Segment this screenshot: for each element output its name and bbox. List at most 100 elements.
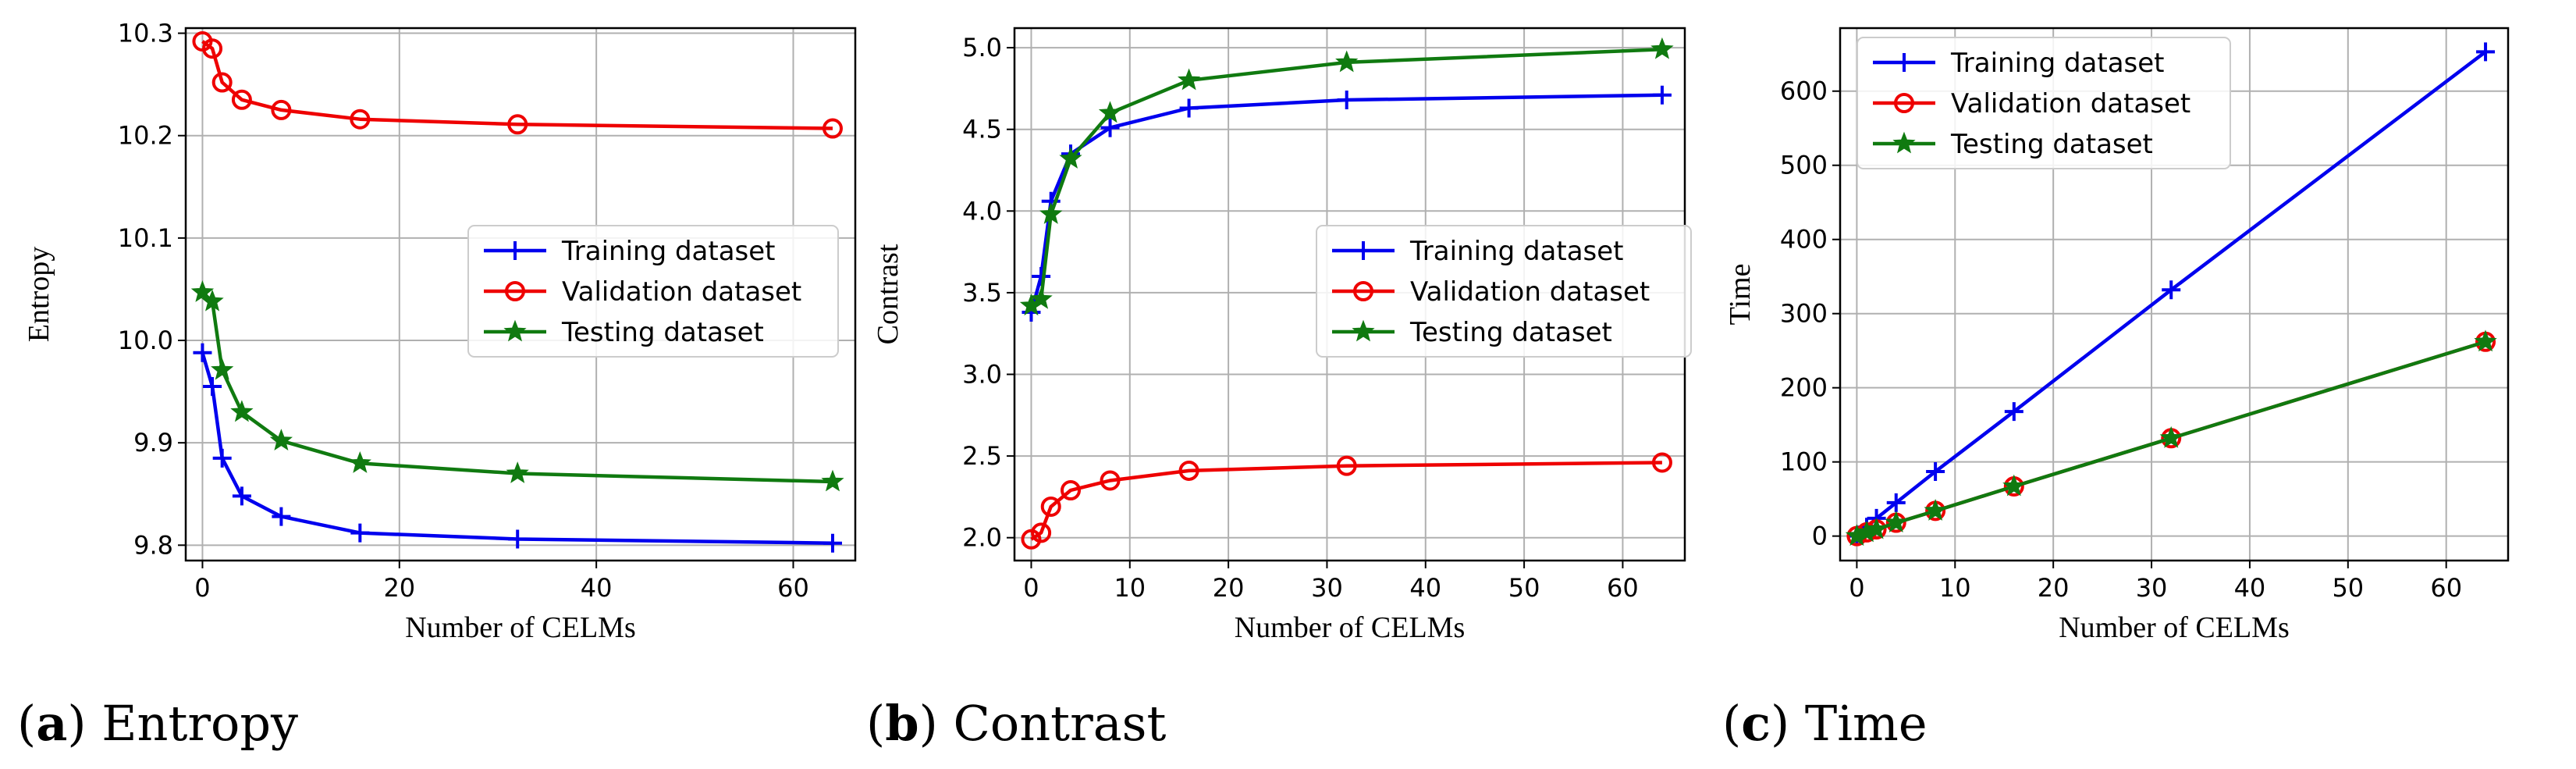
data-point-training — [350, 523, 370, 543]
x-tick-label: 40 — [2234, 573, 2266, 603]
data-point-training — [1032, 266, 1051, 286]
caption-letter: a — [36, 695, 67, 752]
x-tick-label: 10 — [1939, 573, 1971, 603]
data-point-training — [1100, 118, 1120, 137]
caption-letter: b — [885, 695, 918, 752]
x-tick-label: 0 — [194, 573, 210, 603]
series-line-validation — [201, 40, 833, 130]
data-point-validation — [1178, 460, 1199, 481]
data-point-testing — [1029, 287, 1053, 309]
caption-paren-close: ) — [919, 695, 954, 752]
y-tick-label: 9.8 — [133, 530, 173, 560]
y-tick-label: 100 — [1780, 447, 1828, 477]
legend-box — [1856, 37, 2231, 169]
data-point-testing — [1924, 499, 1947, 521]
y-tick-label: 200 — [1780, 373, 1828, 403]
data-point-training — [508, 529, 528, 549]
data-point-validation — [202, 38, 223, 59]
legend-marker-testing — [1352, 319, 1375, 342]
legend-label-validation: Validation dataset — [1410, 276, 1650, 308]
legend-marker-testing — [503, 319, 527, 342]
data-point-validation — [1040, 496, 1061, 517]
data-point-testing — [2159, 425, 2183, 448]
y-axis-label: Contrast — [872, 244, 904, 344]
data-point-validation — [822, 118, 843, 139]
x-tick-label: 40 — [1409, 573, 1441, 603]
y-tick-label: 4.0 — [962, 196, 1002, 226]
y-axis-label: Time — [1724, 264, 1757, 326]
legend-marker-testing — [1892, 131, 1916, 154]
y-tick-label: 10.1 — [118, 223, 173, 253]
y-tick-label: 10.2 — [118, 121, 173, 151]
series-testing — [190, 280, 844, 492]
x-tick-label: 20 — [1213, 573, 1245, 603]
legend-label-testing: Testing dataset — [1950, 129, 2153, 160]
data-point-testing — [1335, 50, 1359, 73]
data-point-training — [823, 533, 842, 553]
data-point-testing — [201, 289, 224, 312]
y-tick-label: 0 — [1812, 522, 1828, 551]
data-point-training — [193, 343, 212, 362]
data-point-testing — [1059, 147, 1082, 169]
data-point-training — [1926, 462, 1945, 482]
data-point-testing — [821, 469, 844, 492]
legend-label-testing: Testing dataset — [1409, 317, 1612, 348]
data-point-training — [212, 448, 232, 468]
y-tick-label: 10.0 — [118, 326, 173, 355]
data-point-validation — [1100, 470, 1121, 491]
legend: Training dataset Validation dataset Testin… — [467, 225, 839, 358]
x-axis-label: Number of CELMs — [1235, 611, 1466, 644]
series-line-testing — [1030, 47, 1662, 308]
legend-marker-training — [506, 241, 524, 260]
subfigure-caption-a: (a) Entropy — [17, 695, 298, 752]
x-tick-label: 40 — [581, 573, 613, 603]
caption-paren-close: ) — [67, 695, 101, 752]
legend-marker-validation — [505, 281, 525, 301]
data-point-testing — [1885, 511, 1908, 533]
caption-text: Time — [1805, 695, 1928, 752]
data-point-training — [1179, 98, 1199, 118]
x-tick-label: 20 — [2038, 573, 2070, 603]
data-point-testing — [230, 400, 254, 422]
subfigure-caption-c: (c) Time — [1722, 695, 1928, 752]
y-axis-label: Entropy — [23, 247, 55, 342]
data-point-validation — [1651, 452, 1672, 473]
data-point-validation — [211, 72, 233, 93]
data-point-validation — [507, 114, 528, 135]
y-tick-label: 3.5 — [962, 278, 1002, 308]
data-point-testing — [2002, 474, 2026, 497]
legend: Training dataset Validation dataset Testin… — [1316, 225, 1692, 358]
y-tick-label: 300 — [1780, 299, 1828, 329]
plot-frame — [1839, 27, 2510, 562]
x-tick-label: 50 — [2332, 573, 2364, 603]
y-tick-label: 500 — [1780, 151, 1828, 180]
data-point-training — [1337, 91, 1356, 110]
data-point-testing — [211, 358, 234, 380]
data-point-validation — [1061, 480, 1082, 501]
data-point-testing — [1864, 517, 1888, 539]
legend-marker-validation — [1353, 281, 1373, 301]
chart-panel-1: 0 20 40 60 9.8 9.9 10.0 10.1 10.2 10.3 Number of C… — [23, 19, 857, 644]
data-point-testing — [190, 280, 215, 302]
data-point-training — [272, 507, 291, 526]
data-point-testing — [2474, 329, 2497, 352]
y-tick-label: 5.0 — [962, 33, 1002, 62]
y-tick-label: 9.9 — [133, 428, 173, 457]
data-point-testing — [506, 461, 529, 483]
data-point-testing — [1098, 101, 1122, 123]
data-point-validation — [231, 89, 252, 110]
x-tick-label: 60 — [1607, 573, 1639, 603]
data-point-validation — [271, 99, 292, 120]
data-point-testing — [269, 429, 293, 451]
data-point-training — [2162, 280, 2181, 300]
legend: Training dataset Validation dataset Testin… — [1856, 37, 2231, 169]
x-tick-label: 10 — [1114, 573, 1146, 603]
legend-label-testing: Testing dataset — [561, 317, 764, 348]
legend-marker-training — [1895, 53, 1913, 72]
x-tick-label: 0 — [1849, 573, 1864, 603]
series-line-training — [201, 352, 833, 545]
series-line-training — [1029, 93, 1662, 313]
series-testing — [1019, 37, 1674, 316]
